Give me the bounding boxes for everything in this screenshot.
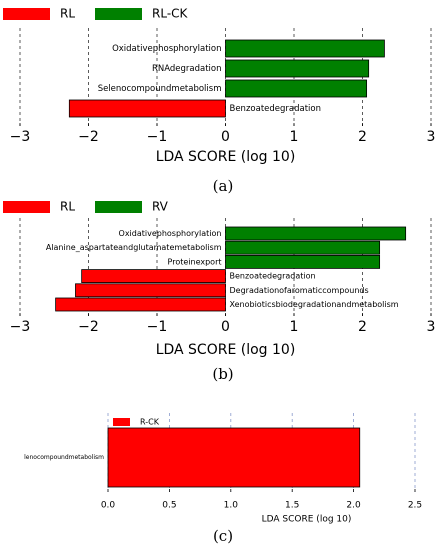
x-tick-label: 2.5	[408, 501, 422, 511]
legend-swatch	[95, 8, 142, 20]
category-label: Xenobioticsbiodegradationandmetabolism	[230, 300, 399, 309]
legend-swatch	[95, 201, 142, 213]
caption: (b)	[212, 365, 233, 383]
category-label: Benzoatedegradation	[230, 272, 316, 281]
bar	[81, 269, 226, 284]
x-tick-label: 0	[221, 319, 230, 335]
category-label: Benzoatedegradation	[230, 104, 322, 114]
legend-swatch	[113, 418, 130, 426]
category-label: lenocompoundmetabolism	[24, 454, 104, 461]
x-tick-label: −1	[147, 319, 168, 335]
legend-label: RL	[60, 200, 75, 214]
bar	[75, 283, 226, 298]
x-tick-label: −2	[78, 129, 99, 145]
category-label: RNAdegradation	[152, 64, 222, 74]
x-tick-label: 1	[290, 129, 299, 145]
x-tick-label: −3	[10, 319, 31, 335]
category-label: Oxidativephosphorylation	[119, 229, 222, 238]
caption: (a)	[213, 177, 234, 195]
x-tick-label: −1	[147, 129, 168, 145]
x-tick-label: −2	[78, 319, 99, 335]
x-axis-label: LDA SCORE (log 10)	[156, 342, 296, 358]
bar	[55, 297, 226, 312]
legend-label: R-CK	[140, 418, 160, 427]
x-axis-label: LDA SCORE (log 10)	[156, 149, 296, 165]
bar	[225, 226, 407, 241]
x-tick-label: 1	[290, 319, 299, 335]
bar	[225, 254, 381, 269]
legend-label: RL	[60, 7, 75, 21]
bar	[107, 427, 361, 488]
x-tick-label: 2.0	[346, 501, 361, 511]
x-tick-label: 0	[221, 129, 230, 145]
bar	[68, 99, 226, 118]
x-axis-label: LDA SCORE (log 10)	[262, 515, 352, 525]
legend-swatch	[3, 8, 50, 20]
x-tick-label: 2	[358, 129, 367, 145]
x-tick-label: 2	[358, 319, 367, 335]
bar	[225, 39, 385, 58]
legend-label: RV	[152, 200, 169, 214]
legend-swatch	[3, 201, 50, 213]
category-label: Oxidativephosphorylation	[112, 44, 221, 54]
bar	[225, 79, 368, 98]
category-label: Selenocompoundmetabolism	[98, 84, 222, 94]
bar	[225, 240, 381, 255]
x-tick-label: 0.5	[162, 501, 176, 511]
caption: (c)	[213, 527, 233, 545]
category-label: Alanine_aspartateandglutamatemetabolism	[46, 243, 222, 252]
x-tick-label: 0.0	[101, 501, 116, 511]
x-tick-label: 3	[427, 319, 436, 335]
x-tick-label: 1.5	[285, 501, 299, 511]
bar	[225, 59, 370, 78]
legend-label: RL-CK	[152, 7, 189, 21]
x-tick-label: 1.0	[224, 501, 239, 511]
category-label: Degradationofaromaticcompounds	[230, 286, 369, 295]
x-tick-label: −3	[10, 129, 31, 145]
x-tick-label: 3	[427, 129, 436, 145]
category-label: Proteinexport	[168, 257, 222, 266]
